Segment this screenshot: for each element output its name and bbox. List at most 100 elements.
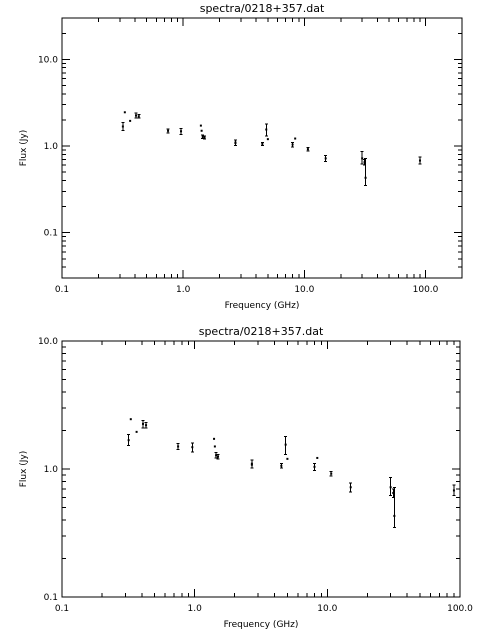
data-point [137, 114, 141, 119]
data-marker [324, 157, 327, 160]
x-tick-label: 100.0 [413, 285, 439, 295]
plot-frame [61, 17, 463, 279]
data-point [127, 434, 131, 447]
data-point [121, 122, 125, 131]
data-marker [363, 161, 366, 164]
data-point [329, 470, 333, 477]
chart-title: spectra/0218+357.dat [199, 325, 324, 338]
data-point [213, 437, 216, 440]
data-point [364, 157, 368, 187]
data-marker [418, 159, 421, 162]
data-point [316, 456, 319, 459]
data-point [129, 418, 132, 421]
data-point [389, 476, 393, 497]
data-point [214, 452, 218, 459]
data-point [324, 154, 328, 163]
y-tick-label: 10.0 [38, 55, 58, 65]
data-marker [180, 130, 183, 133]
data-point [279, 463, 283, 469]
data-point [360, 151, 364, 165]
data-point [250, 463, 253, 466]
data-marker [361, 157, 364, 160]
data-marker [121, 125, 124, 128]
data-marker [389, 486, 392, 489]
y-tick-label: 1.0 [44, 142, 59, 152]
data-point [203, 135, 207, 140]
data-point [199, 124, 202, 127]
data-point [141, 419, 145, 429]
x-tick-label: 0.1 [55, 604, 69, 614]
data-marker [191, 446, 194, 449]
data-marker [364, 176, 367, 179]
data-point [144, 422, 148, 429]
x-tick-label: 100.0 [447, 604, 473, 614]
data-point [306, 147, 310, 152]
chart-bottom: spectra/0218+357.dat Frequency (GHz) Flu… [19, 325, 473, 630]
y-axis-label: Flux (Jy) [19, 451, 29, 488]
data-marker [215, 454, 218, 457]
x-axis-label: Frequency (GHz) [224, 620, 299, 630]
x-tick-label: 0.1 [55, 285, 69, 295]
data-marker [167, 129, 170, 132]
data-marker [392, 491, 395, 494]
data-point [234, 142, 237, 145]
plot-frame [61, 340, 461, 598]
x-axis-label: Frequency (GHz) [225, 301, 300, 311]
data-marker [234, 142, 237, 145]
data-marker [127, 439, 130, 442]
x-tick-label: 1.0 [188, 604, 203, 614]
data-point [213, 445, 216, 448]
x-tick-label: 1.0 [176, 285, 191, 295]
data-marker [200, 129, 203, 132]
data-point [176, 443, 180, 451]
data-point [260, 141, 264, 146]
data-marker [129, 418, 132, 421]
data-marker [291, 143, 294, 146]
data-point [166, 128, 170, 134]
data-point [266, 138, 269, 141]
data-point [264, 123, 268, 137]
data-marker [316, 456, 319, 459]
y-axis-label: Flux (Jy) [19, 130, 29, 167]
data-point [452, 484, 456, 497]
data-marker [261, 142, 264, 145]
data-point [286, 457, 289, 460]
data-marker [142, 422, 145, 425]
data-marker [349, 486, 352, 489]
data-marker [145, 424, 148, 427]
data-point [200, 129, 203, 132]
data-marker [393, 514, 396, 517]
data-point [392, 486, 396, 528]
data-marker [177, 445, 180, 448]
data-marker [280, 464, 283, 467]
data-marker [294, 137, 297, 140]
data-marker [286, 457, 289, 460]
data-point [134, 112, 138, 119]
data-marker [135, 430, 138, 433]
data-marker [123, 111, 126, 114]
data-marker [134, 114, 137, 117]
y-tick-label: 0.1 [44, 229, 58, 239]
chart-top: spectra/0218+357.dat Frequency (GHz) Flu… [19, 2, 463, 311]
data-point [123, 111, 126, 114]
data-marker [129, 119, 132, 122]
data-marker [137, 115, 140, 118]
data-marker [213, 445, 216, 448]
data-marker [213, 437, 216, 440]
data-marker [452, 489, 455, 492]
data-point [418, 156, 422, 165]
x-tick-label: 10.0 [317, 604, 337, 614]
data-marker [217, 455, 220, 458]
x-tick-label: 10.0 [294, 285, 314, 295]
data-marker [265, 128, 268, 131]
data-point [291, 141, 295, 148]
y-tick-label: 10.0 [38, 337, 58, 347]
data-marker [313, 465, 316, 468]
data-marker [284, 443, 287, 446]
data-point [284, 435, 288, 455]
data-marker [201, 135, 204, 138]
data-marker [266, 138, 269, 141]
data-marker [330, 472, 333, 475]
data-marker [250, 463, 253, 466]
